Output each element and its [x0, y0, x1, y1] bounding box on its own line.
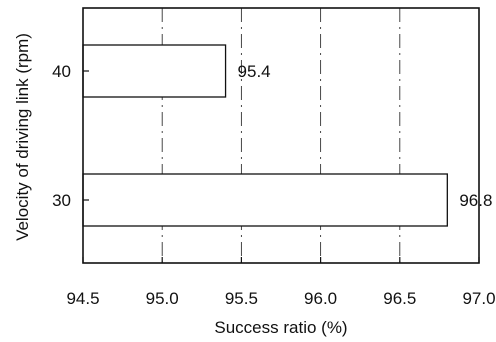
data-label: 96.8	[459, 191, 492, 210]
data-label: 95.4	[238, 62, 271, 81]
x-tick-label: 96.5	[383, 289, 416, 308]
x-tick-label: 95.0	[146, 289, 179, 308]
bars	[82, 44, 448, 227]
plot-frame	[82, 7, 480, 264]
bar-40	[82, 44, 227, 98]
y-tick-label: 30	[52, 191, 71, 210]
ticks	[82, 70, 480, 263]
x-tick-label: 95.5	[225, 289, 258, 308]
y-tick-label: 40	[52, 62, 71, 81]
x-tick-label: 97.0	[462, 289, 495, 308]
x-tick-label: 96.0	[304, 289, 337, 308]
y-axis-label: Velocity of driving link (rpm)	[13, 33, 32, 241]
x-tick-label: 94.5	[66, 289, 99, 308]
x-axis-label: Success ratio (%)	[214, 318, 347, 337]
labels: 94.5 95.0 95.5 96.0 96.5 97.0 40 95.4 30 96.8	[52, 62, 495, 308]
bar-30	[82, 173, 448, 227]
